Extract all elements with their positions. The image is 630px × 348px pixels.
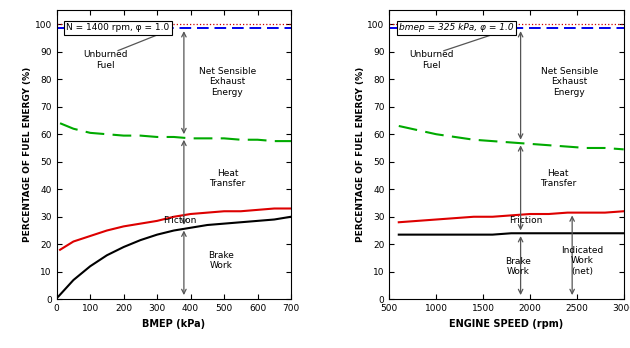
Text: Heat
Transfer: Heat Transfer: [540, 168, 576, 188]
Text: Unburned
Fuel: Unburned Fuel: [410, 50, 454, 70]
Text: Net Sensible
Exhaust
Energy: Net Sensible Exhaust Energy: [541, 67, 598, 97]
Text: Brake
Work: Brake Work: [208, 251, 234, 270]
Text: Net Sensible
Exhaust
Energy: Net Sensible Exhaust Energy: [199, 67, 256, 97]
Y-axis label: PERCENTAGE OF FUEL ENERGY (%): PERCENTAGE OF FUEL ENERGY (%): [355, 67, 365, 243]
Text: Heat
Transfer: Heat Transfer: [209, 168, 246, 188]
Text: Indicated
Work
(net): Indicated Work (net): [561, 246, 604, 276]
Text: Friction: Friction: [163, 216, 197, 226]
Text: Brake
Work: Brake Work: [505, 256, 530, 276]
X-axis label: BMEP (kPa): BMEP (kPa): [142, 319, 205, 329]
X-axis label: ENGINE SPEED (rpm): ENGINE SPEED (rpm): [449, 319, 564, 329]
Text: N = 1400 rpm, φ = 1.0: N = 1400 rpm, φ = 1.0: [66, 23, 169, 32]
Text: Friction: Friction: [510, 216, 542, 226]
Text: bmep = 325 kPa, φ = 1.0: bmep = 325 kPa, φ = 1.0: [399, 23, 513, 32]
Text: Unburned
Fuel: Unburned Fuel: [83, 50, 127, 70]
Y-axis label: PERCENTAGE OF FUEL ENERGY (%): PERCENTAGE OF FUEL ENERGY (%): [23, 67, 32, 243]
